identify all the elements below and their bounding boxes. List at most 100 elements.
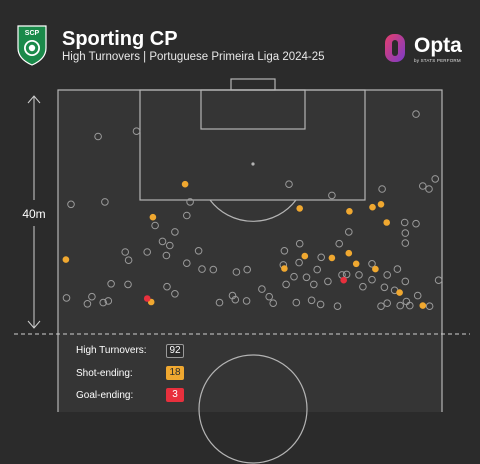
turnover-point (401, 277, 410, 286)
turnover-point (209, 265, 218, 274)
turnover-point (285, 180, 293, 188)
turnover-point (355, 271, 363, 279)
distance-marker: 40m (22, 95, 46, 329)
sporting-cp-badge: SCP (17, 25, 47, 66)
turnover-point (231, 295, 240, 304)
turnover-point (383, 299, 392, 308)
turnover-point (258, 285, 266, 293)
turnover-point (151, 221, 159, 230)
turnover-point (83, 300, 92, 308)
arrow-head-up-icon (27, 95, 41, 104)
turnover-point (290, 272, 298, 281)
turnover-point (316, 300, 325, 309)
shot-ending-point (352, 260, 360, 268)
turnover-point (317, 253, 326, 262)
turnover-point (232, 268, 241, 276)
shot-ending-point (372, 265, 379, 273)
legend-goal-ending-label: Goal-ending: (76, 390, 134, 401)
turnover-point (171, 290, 179, 298)
shot-ending-point (419, 302, 427, 309)
turnover-point (104, 297, 113, 305)
turnover-points (62, 110, 443, 311)
turnover-point (368, 275, 376, 284)
turnover-point (269, 299, 278, 308)
turnover-point (265, 292, 274, 301)
turnover-point (302, 273, 311, 282)
goal (230, 78, 276, 91)
turnover-point (333, 302, 342, 311)
brand-subtext: by STATS PERFORM (414, 58, 461, 63)
turnover-point (99, 298, 107, 307)
turnover-point (313, 265, 322, 274)
turnover-point (67, 200, 75, 209)
shot-ending-point (181, 180, 189, 188)
turnover-point (400, 218, 409, 227)
turnover-point (345, 228, 353, 236)
shot-ending-point (369, 203, 376, 211)
legend-high-turnovers-label: High Turnovers: (76, 345, 147, 356)
turnover-point (242, 297, 251, 305)
turnover-point (412, 110, 420, 118)
penalty-arc (209, 199, 297, 222)
turnover-point (88, 292, 96, 301)
penalty-spot (251, 162, 255, 166)
turnover-point (295, 239, 304, 248)
goal-ending-point (340, 276, 348, 284)
turnover-point (307, 296, 316, 305)
brand-name: Opta (414, 34, 462, 57)
turnover-point (158, 237, 167, 246)
turnover-point (121, 248, 129, 256)
arrow-head-down-icon (27, 320, 41, 329)
turnover-point (280, 247, 289, 255)
shot-ending-point (328, 254, 336, 262)
turnover-point (413, 291, 422, 300)
turnover-point (401, 239, 410, 247)
page-subtitle: High Turnovers | Portuguese Primeira Lig… (62, 51, 325, 63)
goal-ending-point (143, 295, 151, 302)
turnover-point (342, 270, 351, 279)
legend-high-turnovers-value: 92 (166, 344, 184, 358)
turnover-point (401, 229, 410, 237)
distance-label: 40m (22, 207, 45, 221)
turnover-point (378, 185, 386, 193)
turnover-point (166, 241, 174, 250)
turnover-point (393, 265, 402, 273)
turnover-point (124, 280, 132, 289)
turnover-point (94, 132, 102, 141)
shot-ending-point (149, 213, 157, 221)
turnover-point (62, 294, 71, 302)
shot-ending-point (396, 289, 403, 296)
turnover-point (171, 228, 179, 236)
shot-ending-point (296, 205, 304, 212)
turnover-point (198, 265, 206, 273)
turnover-point (162, 251, 171, 260)
legend-goal-ending-value: 3 (166, 388, 184, 402)
turnover-point (183, 211, 191, 220)
turnover-point (194, 247, 203, 255)
turnover-point (215, 298, 224, 307)
turnover-point (396, 301, 405, 310)
shot-ending-point (346, 208, 353, 215)
turnover-point (107, 280, 115, 288)
legend-shot-ending-label: Shot-ending: (76, 368, 133, 379)
shot-ending-point (301, 252, 309, 260)
turnover-point (368, 260, 376, 268)
opta-logo-icon (385, 34, 405, 62)
shot-ending-point (345, 249, 353, 257)
turnover-point (419, 182, 427, 190)
badge-text: SCP (25, 30, 40, 37)
turnover-point (359, 282, 367, 291)
legend-shot-ending-value: 18 (166, 366, 184, 380)
turnover-point (425, 302, 434, 311)
page-title: Sporting CP (62, 28, 178, 50)
turnover-point (380, 283, 389, 292)
shot-ending-point (62, 256, 70, 263)
turnover-point (406, 301, 414, 310)
turnover-point (282, 280, 290, 289)
turnover-point (310, 280, 318, 289)
centre-circle (198, 354, 308, 464)
turnover-point (383, 271, 392, 279)
turnover-point (124, 256, 133, 265)
turnover-point (295, 258, 303, 267)
turnover-point (243, 265, 251, 274)
